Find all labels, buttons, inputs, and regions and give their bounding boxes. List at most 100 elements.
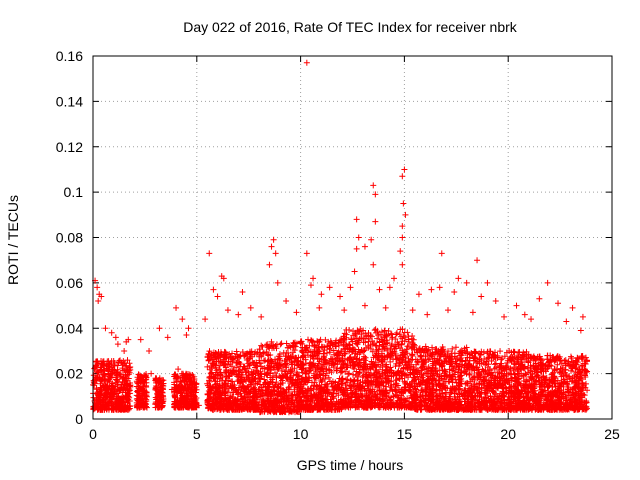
x-tick-label: 5	[193, 426, 201, 442]
data-point	[155, 403, 162, 410]
data-point	[183, 389, 190, 396]
data-point	[152, 384, 159, 391]
data-point	[173, 382, 180, 389]
data-point	[246, 361, 253, 368]
data-point	[119, 362, 126, 369]
data-point	[171, 379, 178, 386]
data-point	[138, 374, 145, 381]
data-point	[143, 376, 150, 383]
data-point	[122, 363, 129, 370]
data-point	[222, 349, 229, 356]
data-point	[206, 348, 213, 355]
data-point	[207, 350, 214, 357]
data-point	[124, 357, 131, 364]
data-point	[142, 382, 149, 389]
data-point	[114, 382, 121, 389]
data-point	[246, 348, 253, 355]
data-points	[90, 59, 591, 416]
data-point	[219, 374, 226, 381]
data-point	[112, 405, 119, 412]
y-tick-label: 0.1	[64, 184, 84, 200]
y-tick-label: 0.16	[56, 48, 83, 64]
data-point	[192, 380, 199, 387]
data-point	[138, 386, 145, 393]
y-tick-label: 0.04	[56, 320, 83, 336]
data-point	[117, 406, 124, 413]
data-point	[189, 401, 196, 408]
data-point	[126, 360, 133, 367]
y-tick-label: 0.08	[56, 230, 83, 246]
data-point	[114, 369, 121, 376]
data-point	[226, 351, 233, 358]
data-point	[233, 348, 240, 355]
data-point	[108, 387, 115, 394]
data-point	[100, 360, 107, 367]
y-tick-label: 0	[75, 411, 83, 427]
data-point	[108, 383, 115, 390]
data-point	[222, 383, 229, 390]
y-tick-label: 0.02	[56, 366, 83, 382]
data-point	[223, 369, 230, 376]
data-point	[171, 401, 178, 408]
data-point	[105, 363, 112, 370]
data-point	[217, 369, 224, 376]
data-point	[215, 366, 222, 373]
data-point	[140, 379, 147, 386]
data-point	[189, 371, 196, 378]
data-point	[193, 381, 200, 388]
data-point	[225, 372, 232, 379]
data-point	[172, 393, 179, 400]
data-point	[216, 362, 223, 369]
data-point	[102, 392, 109, 399]
data-point	[100, 384, 107, 391]
data-point	[114, 372, 121, 379]
data-point	[237, 353, 244, 360]
data-point	[97, 396, 104, 403]
data-point	[123, 366, 130, 373]
data-point	[213, 358, 220, 365]
data-point	[222, 392, 229, 399]
data-point	[192, 386, 199, 393]
data-point	[246, 362, 253, 369]
data-point	[219, 382, 226, 389]
data-point	[120, 394, 127, 401]
data-point	[173, 388, 180, 395]
y-tick-label: 0.12	[56, 139, 83, 155]
data-point	[102, 400, 109, 407]
data-point	[110, 406, 117, 413]
data-point	[180, 372, 187, 379]
data-point	[107, 360, 114, 367]
data-point	[229, 378, 236, 385]
chart-title: Day 022 of 2016, Rate Of TEC Index for r…	[183, 19, 518, 35]
data-point	[94, 368, 101, 375]
data-point	[95, 401, 102, 408]
data-point	[99, 376, 106, 383]
data-point	[95, 406, 102, 413]
data-point	[127, 383, 134, 390]
data-point	[230, 393, 237, 400]
data-point	[179, 404, 186, 411]
data-point	[243, 385, 250, 392]
data-point	[229, 356, 236, 363]
data-point	[188, 382, 195, 389]
data-point	[115, 359, 122, 366]
data-point	[110, 391, 117, 398]
data-point	[155, 380, 162, 387]
data-point	[123, 393, 130, 400]
data-point	[177, 385, 184, 392]
data-point	[121, 404, 128, 411]
data-point	[93, 362, 100, 369]
data-point	[220, 353, 227, 360]
data-point	[247, 351, 254, 358]
data-point	[183, 403, 190, 410]
data-point	[139, 379, 146, 386]
data-point	[94, 375, 101, 382]
x-tick-label: 0	[89, 426, 97, 442]
data-point	[181, 394, 188, 401]
data-point	[250, 360, 257, 367]
data-point	[125, 371, 132, 378]
data-point	[192, 401, 199, 408]
data-point	[90, 377, 97, 384]
data-point	[126, 405, 133, 412]
